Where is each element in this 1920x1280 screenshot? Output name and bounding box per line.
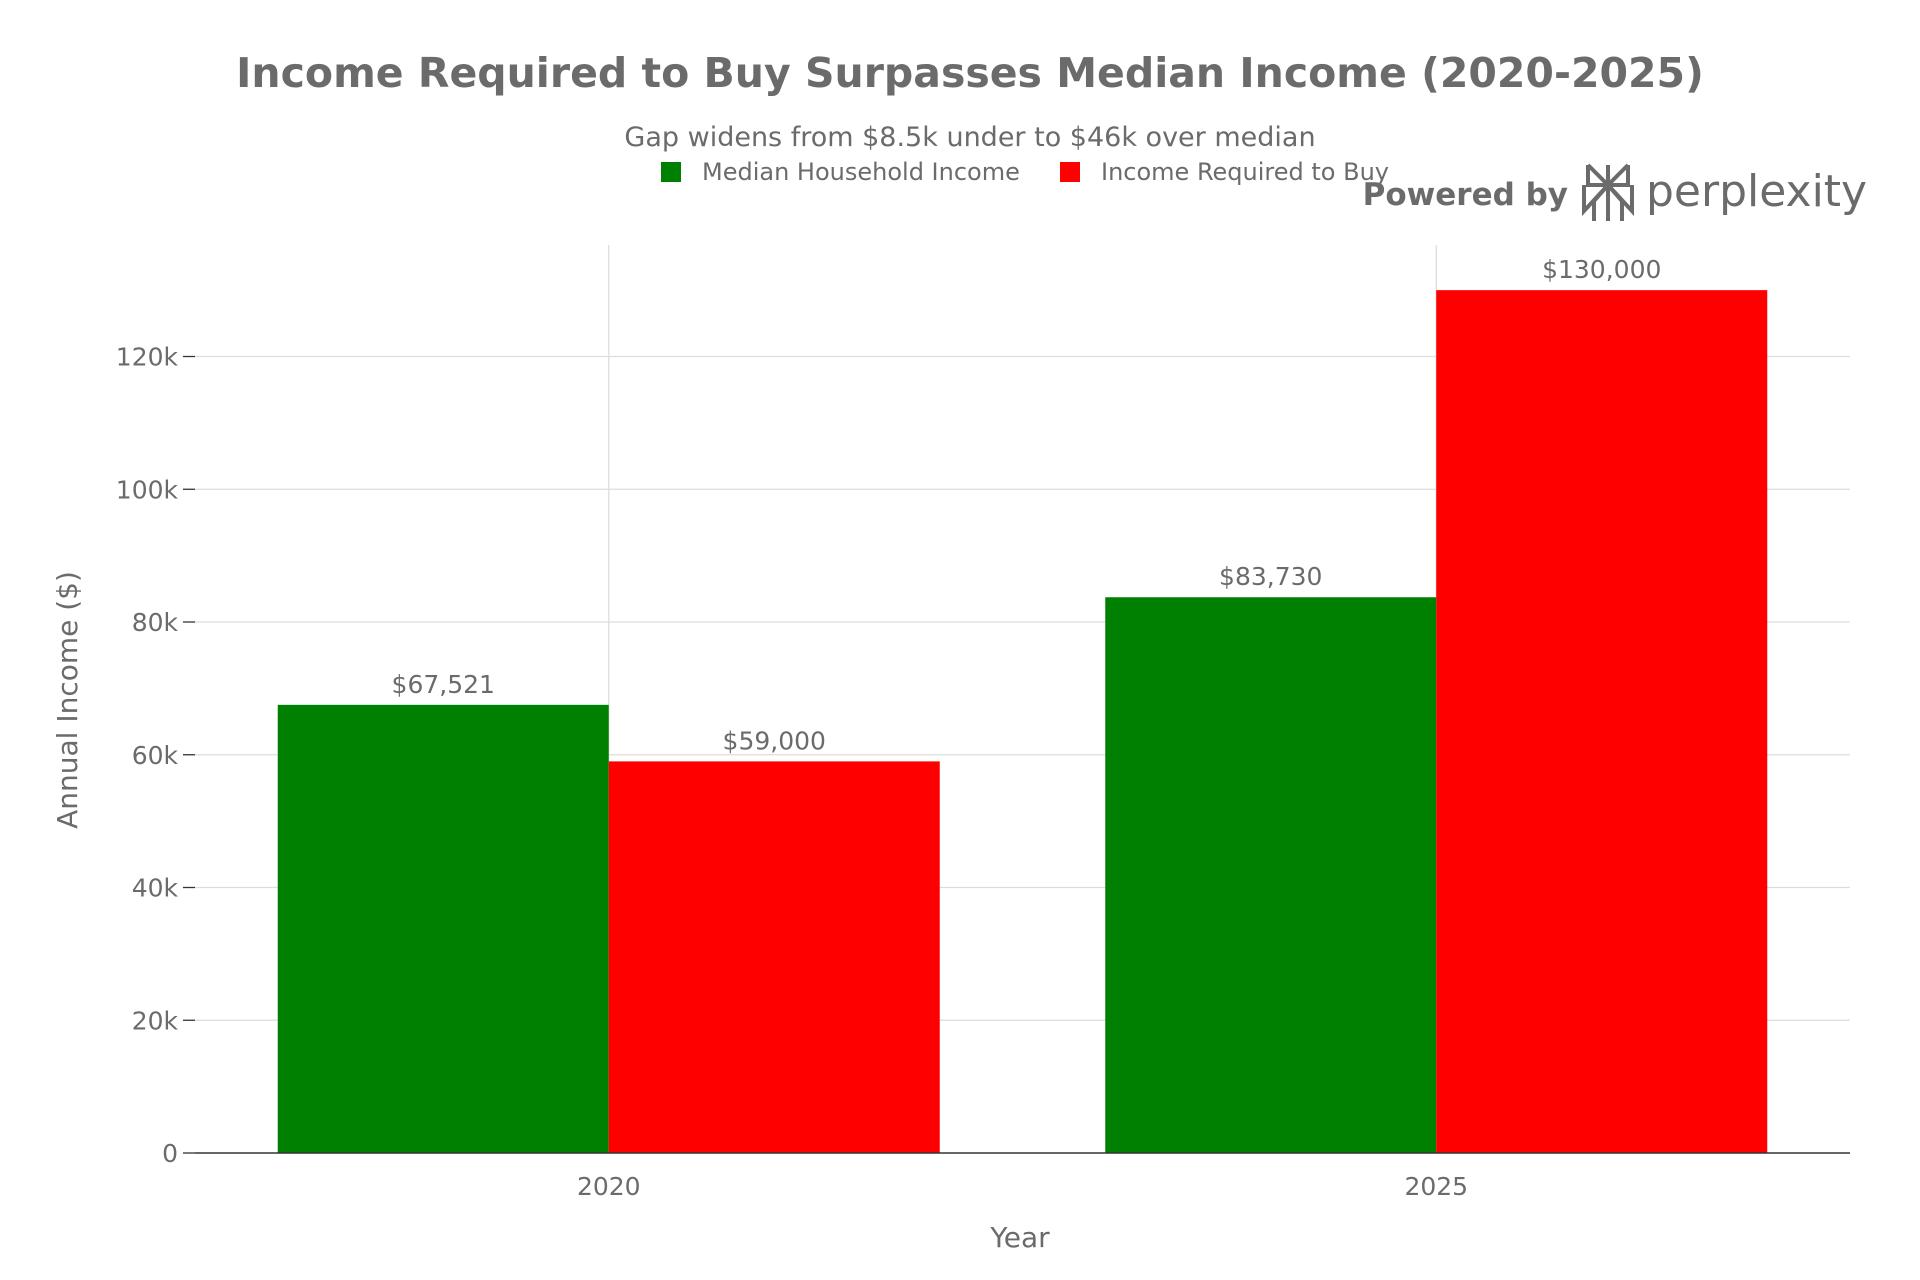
legend-swatch-median-household-income — [661, 162, 681, 182]
bar-income-required-to-buy-2020 — [608, 761, 940, 1153]
y-tick-label: 40k — [132, 874, 179, 903]
bar-median-household-income-2020 — [277, 704, 609, 1153]
axes: 0 20k 40k 60k 80k 100k 120k 2020 2025 — [116, 343, 1850, 1201]
chart-subtitle: Gap widens from $8.5k under to $46k over… — [624, 122, 1315, 153]
x-tick-label-2020: 2020 — [577, 1172, 641, 1201]
branding: Powered by perplexity — [1363, 163, 1867, 221]
y-tick-label: 20k — [132, 1006, 179, 1035]
perplexity-logo-icon — [1582, 163, 1634, 221]
y-tick-label: 120k — [116, 343, 179, 372]
data-label-income-required-to-buy-2020: $59,000 — [723, 726, 826, 755]
y-tick-label: 0 — [162, 1139, 178, 1168]
bar-income-required-to-buy-2025 — [1436, 290, 1768, 1153]
legend-label-income-required-to-buy: Income Required to Buy — [1101, 158, 1389, 186]
data-label-income-required-to-buy-2025: $130,000 — [1542, 255, 1661, 284]
y-tick-label: 100k — [116, 475, 179, 504]
chart-title: Income Required to Buy Surpasses Median … — [236, 49, 1704, 97]
x-tick-label-2025: 2025 — [1404, 1172, 1468, 1201]
y-axis-title: Annual Income ($) — [51, 571, 84, 829]
y-tick-label: 80k — [132, 608, 179, 637]
legend-swatch-income-required-to-buy — [1060, 162, 1080, 182]
legend-label-median-household-income: Median Household Income — [702, 158, 1020, 186]
data-labels: $67,521 $59,000 $83,730 $130,000 — [392, 255, 1662, 755]
data-label-median-household-income-2020: $67,521 — [392, 670, 495, 699]
y-tick-label: 60k — [132, 741, 179, 770]
powered-by-text: Powered by — [1363, 177, 1568, 213]
bars — [277, 290, 1768, 1153]
data-label-median-household-income-2025: $83,730 — [1219, 562, 1322, 591]
legend: Median Household Income Income Required … — [661, 158, 1389, 186]
brand-name: perplexity — [1646, 166, 1867, 217]
plot-area: $67,521 $59,000 $83,730 $130,000 0 20k 40k 60k… — [116, 245, 1850, 1201]
bar-median-household-income-2025 — [1105, 597, 1437, 1153]
x-axis-title: Year — [989, 1221, 1050, 1254]
